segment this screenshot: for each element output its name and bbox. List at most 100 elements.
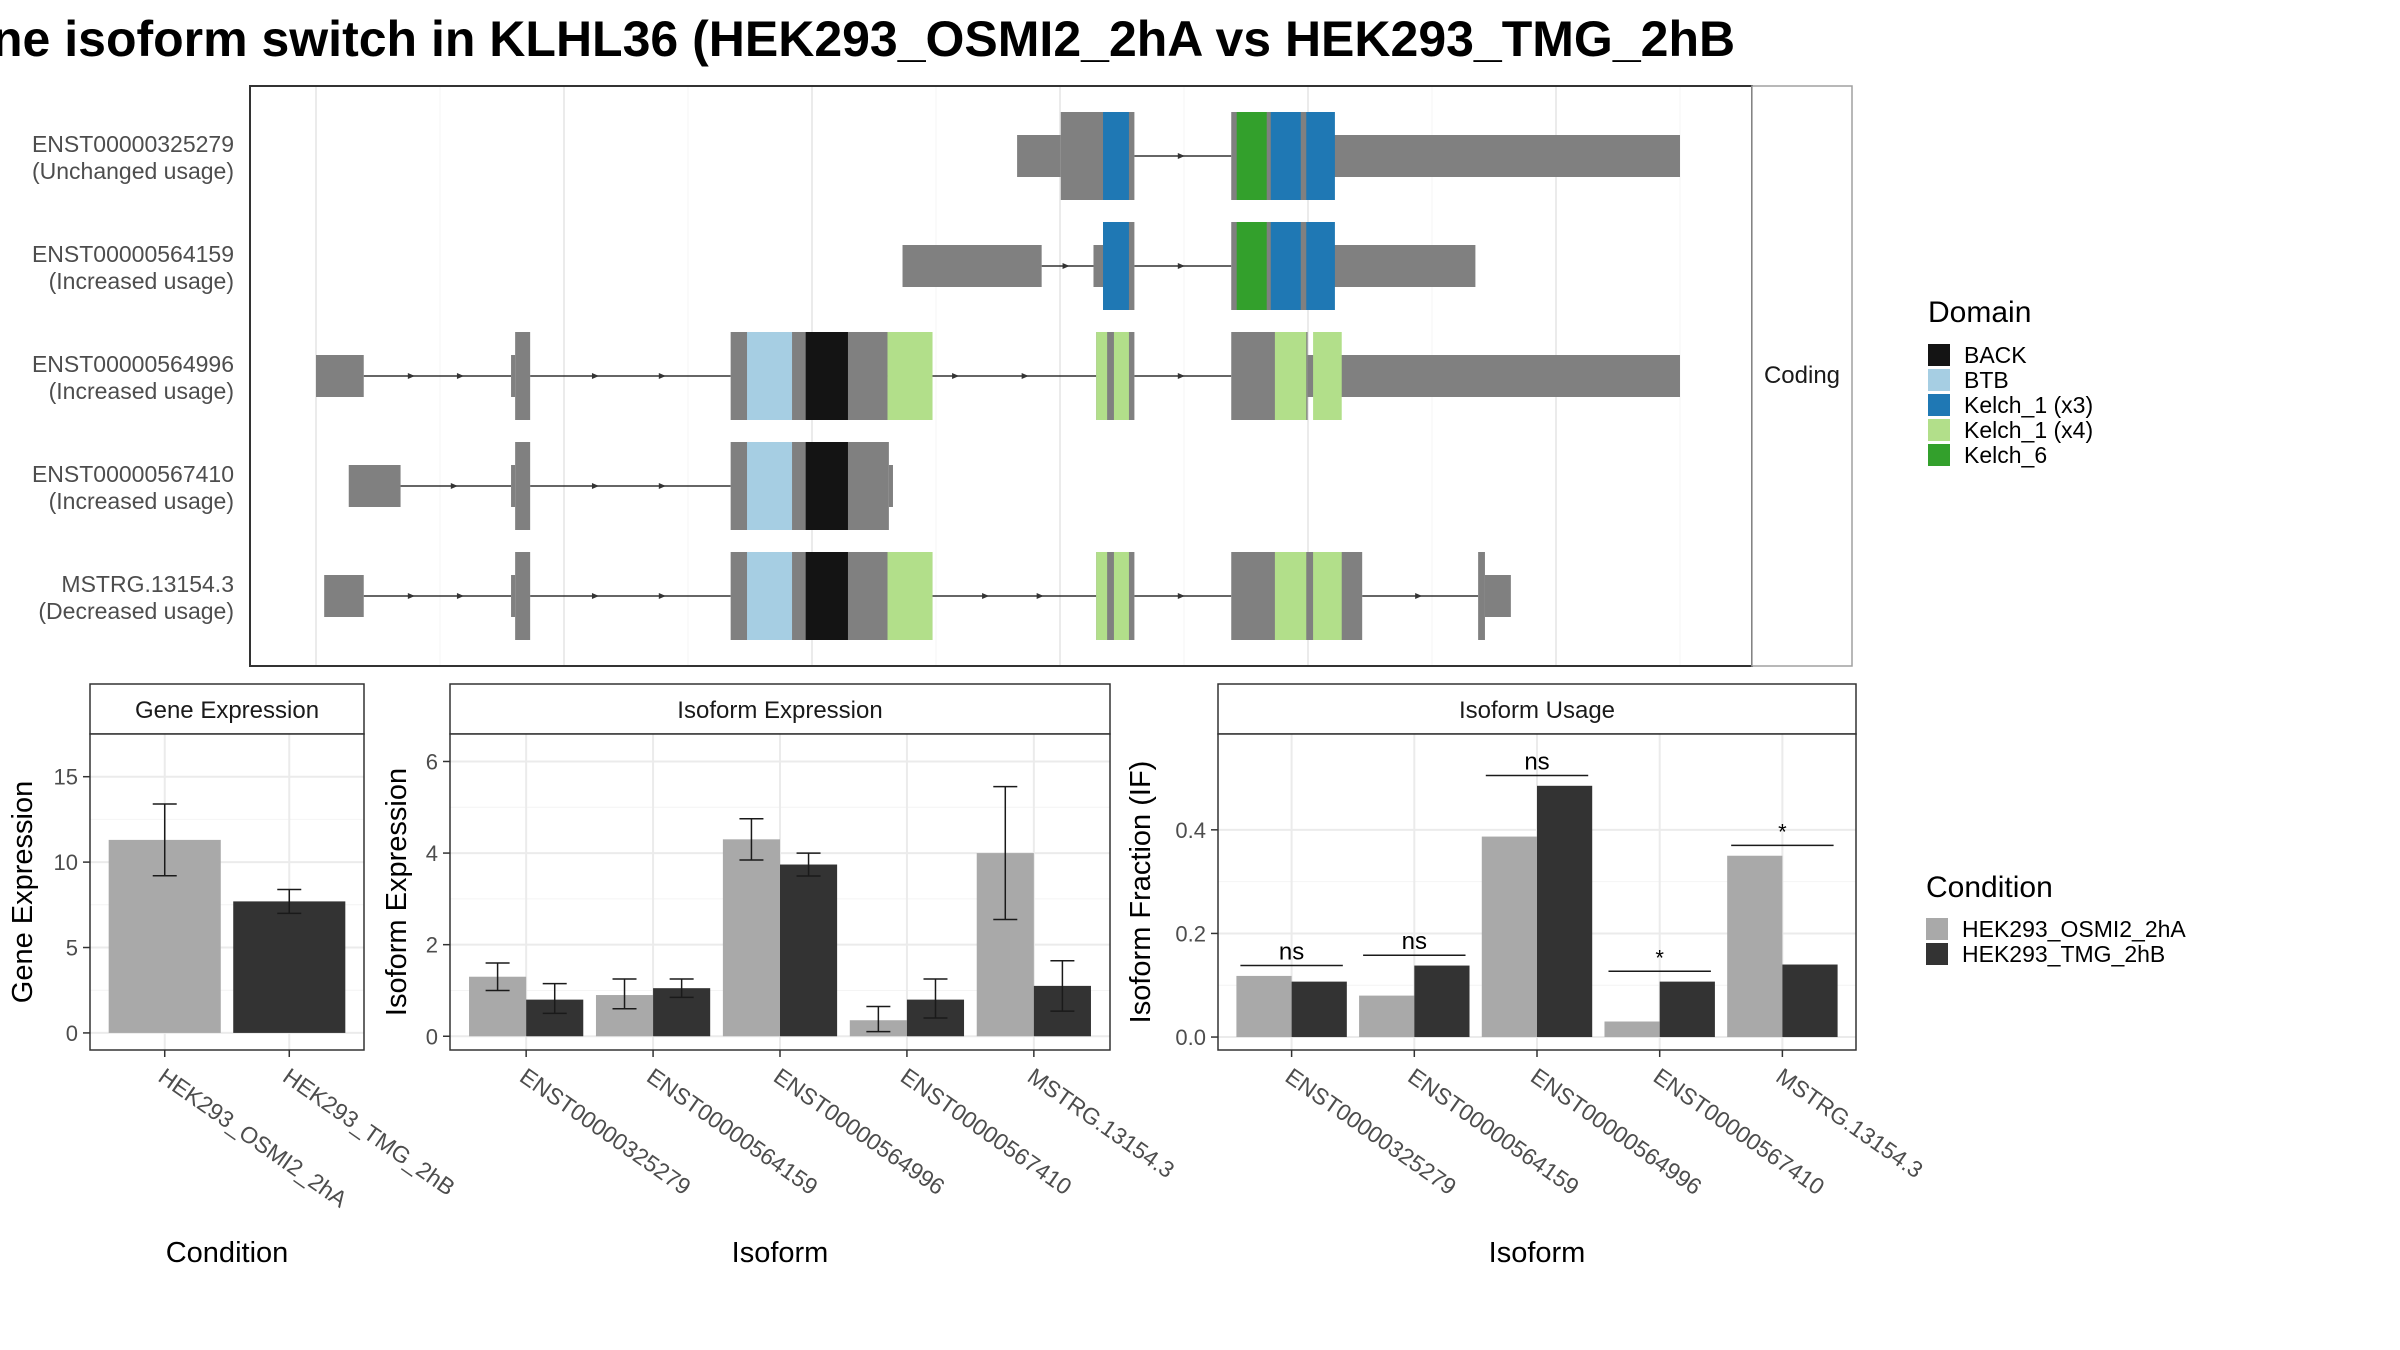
significance-label: ns (1524, 748, 1549, 775)
intron-arrow (456, 593, 464, 599)
domain-segment (1313, 552, 1342, 640)
exon-utr (316, 355, 364, 397)
transcript-status: (Increased usage) (49, 268, 234, 294)
y-tick-label: 5 (66, 936, 78, 961)
exon-utr (1307, 355, 1680, 397)
bar (1414, 965, 1470, 1038)
domain-segment (1236, 112, 1267, 200)
domain-segment (1103, 222, 1129, 310)
panel-border (89, 733, 365, 1051)
legend-key (1928, 344, 1950, 366)
bar (1782, 964, 1838, 1038)
domain-segment (1306, 222, 1335, 310)
significance-label: * (1778, 819, 1787, 844)
transcript-status: (Unchanged usage) (32, 158, 234, 184)
domain-segment (747, 332, 793, 420)
gene-expression-panel: Gene Expression051015HEK293_OSMI2_2hAHEK… (7, 683, 460, 1269)
legend-label: Kelch_6 (1964, 442, 2047, 468)
y-tick-label: 0 (426, 1024, 438, 1049)
intron-arrow (982, 593, 990, 599)
legend-title: Domain (1928, 296, 2031, 329)
exon-utr (1484, 575, 1511, 617)
bar (1659, 981, 1715, 1038)
transcript-id: ENST00000567410 (32, 461, 234, 487)
legend-label: HEK293_TMG_2hB (1962, 941, 2165, 967)
panel-strip (89, 683, 365, 735)
intron-arrow (591, 373, 599, 379)
transcript-id: ENST00000564996 (32, 351, 234, 377)
y-tick-label: 0 (66, 1021, 78, 1046)
bar (722, 839, 780, 1037)
y-axis-title: Isoform Fraction (IF) (1125, 761, 1157, 1024)
y-tick-label: 0.2 (1175, 921, 1206, 946)
intron-arrow (1415, 593, 1423, 599)
legend-title: Condition (1926, 871, 2053, 904)
exon-utr (888, 465, 893, 507)
intron-arrow (450, 483, 458, 489)
domain-segment (1274, 332, 1307, 420)
significance-label: * (1655, 945, 1664, 970)
intron-arrow (1177, 373, 1185, 379)
intron-arrow (1021, 373, 1029, 379)
domain-segment (805, 552, 848, 640)
domain-segment (1313, 332, 1342, 420)
significance-label: ns (1402, 928, 1427, 955)
intron-arrow (591, 593, 599, 599)
intron-arrow (456, 373, 464, 379)
bar (1359, 995, 1415, 1038)
y-tick-label: 0.0 (1175, 1025, 1206, 1050)
legend-key (1926, 943, 1948, 965)
legend-label: Kelch_1 (x4) (1964, 417, 2093, 443)
intron-arrow (1062, 263, 1070, 269)
transcript-structure-panel: ENST00000325279(Unchanged usage) ENST0000… (32, 85, 1853, 667)
exon-coding (515, 552, 531, 640)
y-tick-label: 10 (54, 850, 78, 875)
domain-segment (1270, 222, 1301, 310)
transcript-id: ENST00000564159 (32, 241, 234, 267)
legend-key (1926, 918, 1948, 940)
domain-segment (887, 552, 933, 640)
intron-arrow (1177, 153, 1185, 159)
domain-segment (1096, 552, 1108, 640)
intron-arrow (1177, 263, 1185, 269)
facet-strip-label: Coding (1764, 362, 1840, 389)
y-tick-label: 15 (54, 765, 78, 790)
domain-segment (1236, 222, 1267, 310)
intron-arrow (658, 593, 666, 599)
domain-segment (747, 442, 793, 530)
legend-key (1928, 394, 1950, 416)
exon-utr (324, 575, 364, 617)
exon-utr (511, 575, 516, 617)
intron-arrow (1177, 593, 1185, 599)
transcript-id: ENST00000325279 (32, 131, 234, 157)
y-tick-label: 2 (426, 933, 438, 958)
transcript-status: (Increased usage) (49, 378, 234, 404)
legend-label: Kelch_1 (x3) (1964, 392, 2093, 418)
x-axis-title: Condition (166, 1237, 289, 1269)
legend-label: HEK293_OSMI2_2hA (1962, 916, 2186, 942)
transcript-status: (Decreased usage) (38, 598, 234, 624)
domain-segment (805, 332, 848, 420)
exon-utr (1307, 245, 1476, 287)
significance-label: ns (1279, 939, 1304, 966)
exon-coding (515, 442, 531, 530)
domain-segment (805, 442, 848, 530)
exon-utr (1093, 245, 1104, 287)
domain-segment (1274, 552, 1307, 640)
transcript-status: (Increased usage) (49, 488, 234, 514)
x-axis-title: Isoform (1489, 1237, 1586, 1269)
x-axis-title: Isoform (732, 1237, 829, 1269)
transcript-id: MSTRG.13154.3 (61, 571, 234, 597)
domain-segment (1306, 112, 1335, 200)
bar (233, 901, 346, 1033)
bar (1291, 981, 1347, 1038)
exon-utr (1307, 135, 1680, 177)
intron-arrow (658, 373, 666, 379)
y-tick-label: 6 (426, 749, 438, 774)
intron-arrow (407, 373, 415, 379)
legend-label: BACK (1964, 342, 2027, 368)
legend-key (1928, 419, 1950, 441)
